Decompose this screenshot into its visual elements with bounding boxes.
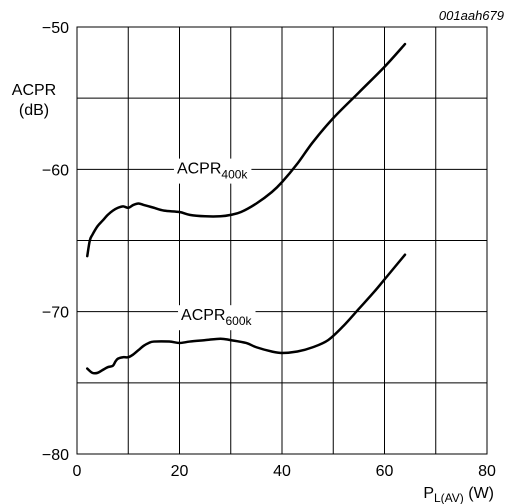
plot-frame [76,26,488,455]
grid-lines [76,26,488,455]
x-tick-label-3: 60 [376,463,394,480]
y-axis-label-line1: ACPR [12,82,56,99]
series-layer [86,42,407,375]
y-tick-label-0: −80 [42,447,69,464]
series-label-sub-1: 600k [225,314,252,328]
series-line-acpr600k [86,253,407,375]
x-tick-label-2: 40 [273,463,291,480]
x-axis-label: PL(AV) (W) [423,485,494,504]
y-tick-label-2: −60 [42,162,69,179]
series-label-acpr400k: ACPR400k [177,161,248,182]
series-label-acpr600k: ACPR600k [181,307,252,328]
x-tick-label-1: 20 [171,463,189,480]
x-tick-labels: 0 20 40 60 80 [73,463,496,480]
x-tick-label-4: 80 [478,463,496,480]
x-axis-label-main: P [423,485,434,502]
y-tick-label-1: −70 [42,305,69,322]
series-label-sub-0: 400k [221,168,248,182]
x-axis-label-unit: (W) [464,485,494,502]
x-tick-label-0: 0 [73,463,82,480]
y-axis-label-line2: (dB) [19,102,49,119]
y-tick-labels: −80 −70 −60 −50 [42,20,69,464]
x-axis-label-sub: L(AV) [434,491,464,504]
series-label-main-0: ACPR [177,161,221,178]
series-label-bg-acpr600k [178,305,256,331]
series-label-main-1: ACPR [181,307,225,324]
series-line-acpr400k [86,42,407,258]
series-label-bg-acpr400k [173,158,252,184]
figure-id-label: 001aah679 [439,8,504,23]
y-tick-label-3: −50 [42,20,69,37]
